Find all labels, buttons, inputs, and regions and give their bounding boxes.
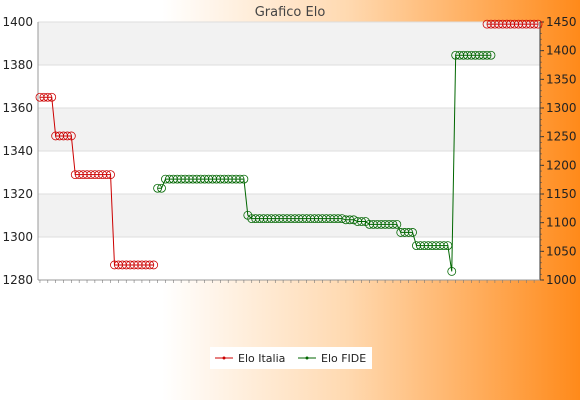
legend-marker-elo-fide bbox=[305, 356, 309, 360]
data-point-elo-italia bbox=[145, 260, 155, 270]
data-point-elo-fide bbox=[486, 50, 496, 60]
data-point-elo-italia bbox=[533, 19, 543, 29]
series-line-elo-fide bbox=[157, 54, 491, 272]
data-point-elo-fide bbox=[439, 241, 449, 251]
y-right-tick-label: 1400 bbox=[546, 44, 577, 58]
y-left-tick-label: 1340 bbox=[2, 144, 33, 158]
data-point-elo-fide bbox=[388, 219, 398, 229]
y-left-tick-label: 1300 bbox=[2, 230, 33, 244]
y-left-tick-label: 1360 bbox=[2, 101, 33, 115]
data-point-elo-fide bbox=[239, 174, 249, 184]
y-right-tick-label: 1000 bbox=[546, 273, 577, 287]
y-right-tick-label: 1050 bbox=[546, 244, 577, 258]
data-point-elo-fide bbox=[443, 241, 453, 251]
y-left-tick-label: 1400 bbox=[2, 15, 33, 29]
data-point-elo-italia bbox=[529, 19, 539, 29]
chart-title: Grafico Elo bbox=[255, 5, 326, 20]
series-layer bbox=[35, 19, 543, 276]
data-point-elo-italia bbox=[102, 170, 112, 180]
y-right-tick-label: 1200 bbox=[546, 158, 577, 172]
data-point-elo-fide bbox=[404, 228, 414, 237]
data-point-elo-italia bbox=[63, 131, 72, 141]
legend-label-elo-fide: Elo FIDE bbox=[321, 352, 366, 365]
y-right-tick-label: 1150 bbox=[546, 187, 577, 201]
y-left-tick-label: 1280 bbox=[2, 273, 33, 287]
data-point-elo-italia bbox=[149, 260, 159, 270]
data-point-elo-fide bbox=[482, 50, 492, 60]
y-right-tick-label: 1450 bbox=[546, 15, 577, 29]
data-point-elo-fide bbox=[392, 219, 402, 229]
data-point-elo-fide bbox=[235, 174, 245, 184]
y-left-tick-label: 1380 bbox=[2, 58, 33, 72]
data-point-elo-fide bbox=[157, 183, 166, 193]
x-axis-ticks bbox=[39, 280, 535, 283]
legend-box bbox=[210, 347, 372, 369]
y-right-tick-label: 1250 bbox=[546, 130, 577, 144]
plot-band bbox=[38, 108, 540, 151]
data-point-elo-fide bbox=[447, 266, 457, 276]
y-left-tick-label: 1320 bbox=[2, 187, 33, 201]
y-right-tick-label: 1100 bbox=[546, 216, 577, 230]
y-right-tick-label: 1350 bbox=[546, 72, 577, 86]
data-point-elo-fide bbox=[408, 228, 417, 237]
data-point-elo-fide bbox=[357, 217, 366, 226]
data-point-elo-italia bbox=[66, 131, 76, 141]
legend-marker-elo-italia bbox=[222, 356, 226, 360]
data-point-elo-fide bbox=[153, 183, 163, 193]
axes: 1280 1300 1320 1340 1360 1380 1400 1000 1050 1100… bbox=[2, 15, 576, 287]
data-point-elo-italia bbox=[43, 92, 53, 102]
data-point-elo-italia bbox=[106, 170, 115, 180]
y-right-tick-label: 1300 bbox=[546, 101, 577, 115]
legend: Elo Italia Elo FIDE bbox=[210, 347, 372, 369]
plot-band bbox=[38, 194, 540, 237]
data-point-elo-italia bbox=[47, 92, 57, 102]
legend-label-elo-italia: Elo Italia bbox=[238, 352, 285, 365]
series-line-elo-italia bbox=[39, 96, 154, 266]
